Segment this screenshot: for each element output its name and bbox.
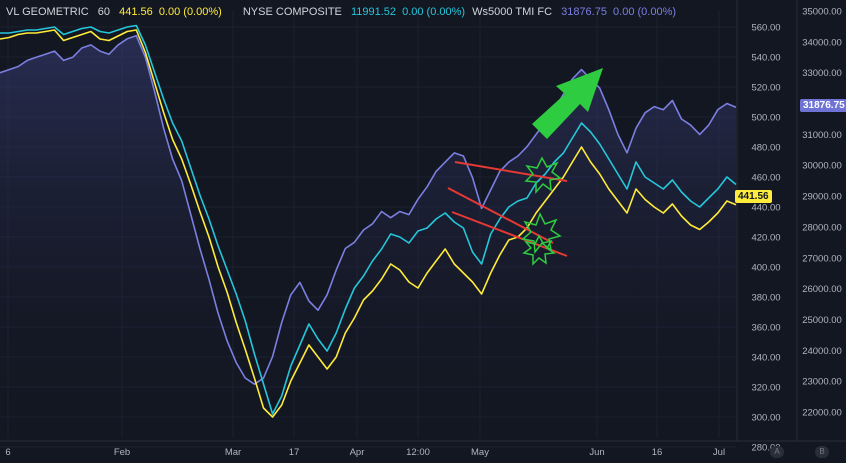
left-last-value-badge: 441.56 — [735, 190, 772, 203]
x-tick-label: Mar — [225, 447, 241, 458]
star-burst-1 — [524, 156, 562, 194]
scale-a-button[interactable]: A — [770, 446, 784, 458]
left-tick-label: 280.00 — [751, 443, 780, 454]
left-tick-label: 360.00 — [751, 323, 780, 334]
annotations — [447, 68, 603, 266]
left-tick-label: 320.00 — [751, 383, 780, 394]
series-line-nyse-composite — [0, 24, 737, 415]
left-tick-label: 420.00 — [751, 233, 780, 244]
right-tick-label: 25000.00 — [802, 315, 842, 326]
x-tick-label: May — [471, 447, 489, 458]
arrow-up-icon — [532, 68, 603, 139]
x-tick-label: 6 — [5, 447, 10, 458]
x-axis: 6 Feb Mar 17 Apr 12:00 May Jun 16 Jul — [0, 440, 846, 458]
legend-vl-change: 0.00 (0.00%) — [158, 6, 222, 18]
left-tick-label: 560.00 — [751, 23, 780, 34]
x-tick-label: Apr — [350, 447, 365, 458]
right-tick-label: 27000.00 — [802, 253, 842, 264]
series-line-vl-geometric — [0, 29, 737, 418]
legend-vl-value: 441.56 — [119, 6, 153, 18]
legend-nyse-value: 11991.52 — [350, 6, 397, 18]
legend-nyse-change: 0.00 (0.00%) — [402, 6, 466, 18]
x-tick-label: 12:00 — [406, 447, 430, 458]
right-tick-label: 24000.00 — [802, 346, 842, 357]
right-tick-label: 30000.00 — [802, 161, 842, 172]
left-tick-label: 500.00 — [751, 113, 780, 124]
right-tick-label: 33000.00 — [802, 68, 842, 79]
legend: VL GEOMETRIC 60 441.56 0.00 (0.00%) NYSE… — [6, 6, 682, 18]
left-tick-label: 440.00 — [751, 203, 780, 214]
right-tick-label: 35000.00 — [802, 7, 842, 18]
right-tick-label: 26000.00 — [802, 284, 842, 295]
left-tick-label: 300.00 — [751, 413, 780, 424]
x-tick-label: 17 — [289, 447, 300, 458]
right-tick-label: 31000.00 — [802, 130, 842, 141]
right-tick-label: 34000.00 — [802, 37, 842, 48]
star-burst-2 — [521, 212, 562, 254]
trendline-2 — [447, 187, 554, 244]
left-tick-label: 480.00 — [751, 143, 780, 154]
x-tick-label: Feb — [114, 447, 130, 458]
left-price-axis: 560.00 540.00 520.00 500.00 480.00 460.00 440.… — [736, 0, 781, 454]
right-tick-label: 23000.00 — [802, 377, 842, 388]
legend-vl-name: VL GEOMETRIC — [6, 6, 89, 18]
x-tick-label: Jul — [713, 447, 725, 458]
left-tick-label: 520.00 — [751, 83, 780, 94]
star-burst-3 — [522, 234, 557, 266]
left-tick-label: 340.00 — [751, 353, 780, 364]
scale-b-button[interactable]: B — [815, 446, 829, 458]
legend-nyse-name: NYSE COMPOSITE — [242, 6, 342, 18]
legend-vl-interval: 60 — [97, 6, 111, 18]
left-tick-label: 380.00 — [751, 293, 780, 304]
trendline-1 — [454, 161, 568, 182]
x-tick-label: Jun — [589, 447, 604, 458]
right-last-value-badge: 31876.75 — [800, 99, 846, 112]
right-tick-label: 28000.00 — [802, 222, 842, 233]
right-tick-label: 22000.00 — [802, 408, 842, 419]
x-tick-label: 16 — [652, 447, 663, 458]
legend-ws-name: Ws5000 TMI FC — [472, 6, 553, 18]
area-fill — [0, 35, 736, 438]
series-line-ws5000-tmi-fc — [0, 34, 737, 385]
legend-ws-change: 0.00 (0.00%) — [613, 6, 677, 18]
left-tick-label: 540.00 — [751, 53, 780, 64]
left-tick-label: 460.00 — [751, 173, 780, 184]
right-tick-label: 29000.00 — [802, 192, 842, 203]
legend-ws-value: 31876.75 — [561, 6, 607, 18]
series-lines — [0, 24, 737, 418]
left-tick-label: 400.00 — [751, 263, 780, 274]
